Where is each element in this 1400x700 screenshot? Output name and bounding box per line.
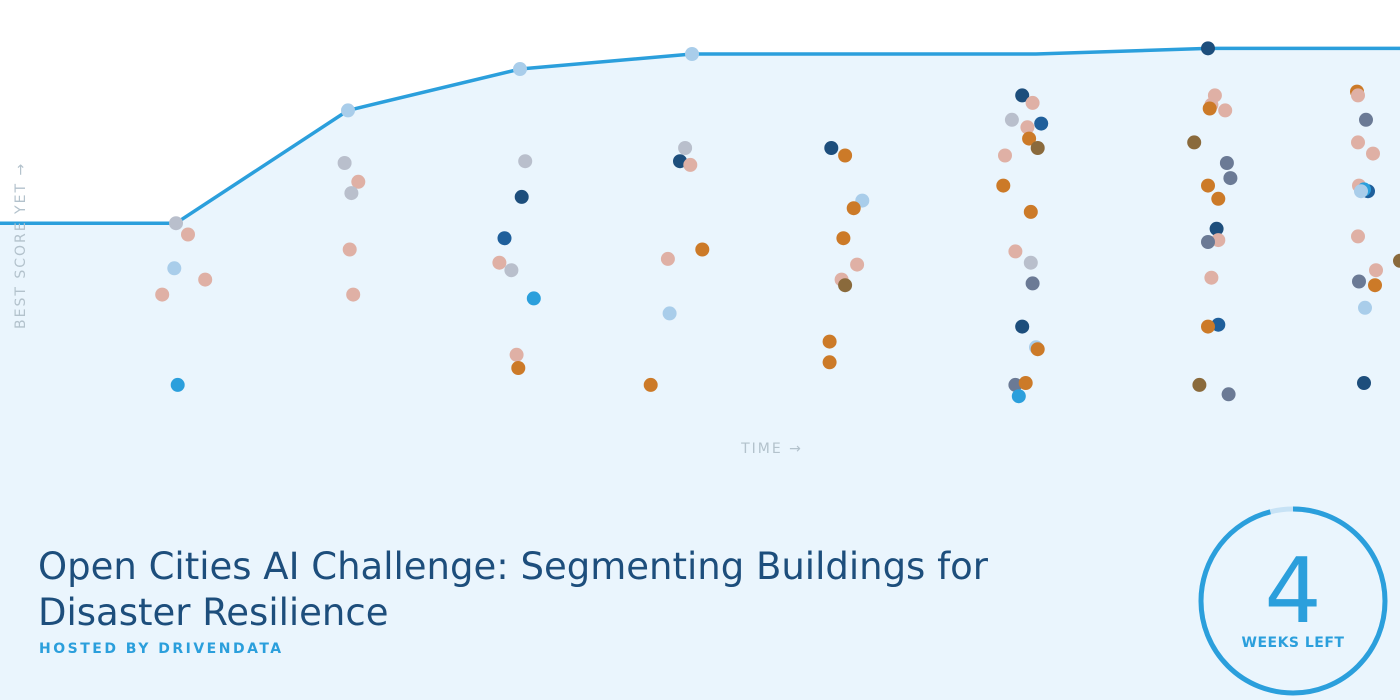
submission-point — [998, 148, 1012, 163]
best-score-markers — [169, 41, 1215, 231]
submission-point — [514, 189, 529, 204]
submission-point — [1015, 88, 1030, 103]
submission-point — [1219, 156, 1234, 170]
submission-point — [1025, 95, 1040, 110]
submission-point — [342, 242, 357, 257]
submission-points — [155, 84, 1400, 404]
submission-point — [351, 174, 366, 189]
submission-point — [1352, 274, 1366, 289]
area-above-line — [0, 0, 1400, 224]
submission-point — [1209, 221, 1224, 236]
submission-point — [1357, 376, 1371, 390]
submission-point — [678, 141, 693, 155]
submission-point — [850, 257, 865, 272]
submission-point — [1201, 178, 1215, 193]
submission-point — [1221, 387, 1236, 402]
submission-point — [1223, 171, 1238, 186]
submission-point — [526, 291, 541, 306]
y-axis-label: BEST SCORE YET → — [13, 162, 29, 329]
submission-point — [1192, 377, 1207, 392]
best-score-marker — [513, 62, 527, 77]
submission-point — [695, 242, 710, 257]
best-score-marker — [169, 216, 183, 231]
challenge-title[interactable]: Open Cities AI Challenge: Segmenting Bui… — [38, 545, 988, 634]
submission-point — [1369, 263, 1383, 278]
best-score-marker — [341, 103, 355, 118]
submission-point — [996, 178, 1011, 193]
submission-point — [643, 377, 658, 392]
submission-point — [511, 361, 526, 375]
submission-point — [1187, 135, 1202, 150]
submission-point — [504, 263, 519, 278]
countdown-number: 4 — [1264, 539, 1322, 644]
submission-point — [1351, 88, 1365, 103]
submission-point — [1034, 116, 1049, 131]
submission-point — [836, 231, 851, 246]
countdown-label: WEEKS LEFT — [1241, 635, 1345, 651]
submission-point — [492, 255, 507, 270]
submission-point — [838, 148, 853, 163]
submission-point — [1201, 319, 1215, 334]
submission-point — [1023, 255, 1038, 270]
submission-point — [170, 377, 185, 392]
submission-point — [167, 261, 182, 276]
submission-point — [683, 157, 698, 172]
submission-point — [1358, 300, 1372, 315]
submission-point — [662, 306, 677, 321]
best-score-marker — [1201, 41, 1215, 56]
best-score-marker — [685, 47, 699, 61]
submission-point — [337, 156, 352, 170]
ring-progress — [1198, 506, 1388, 696]
submission-point — [822, 355, 837, 370]
submission-point — [344, 186, 359, 201]
submission-point — [1015, 319, 1030, 334]
submission-point — [1018, 376, 1033, 390]
submission-point — [822, 334, 837, 349]
host-label[interactable]: HOSTED BY DRIVENDATA — [39, 641, 284, 657]
submission-point — [838, 278, 853, 293]
submission-point — [1351, 229, 1365, 244]
submission-point — [1218, 103, 1233, 118]
countdown-widget: 4 WEEKS LEFT — [1196, 504, 1390, 698]
submission-point — [1204, 270, 1219, 285]
submission-point — [518, 154, 533, 169]
submission-point — [198, 272, 213, 287]
x-axis-label: TIME → — [740, 441, 803, 457]
submission-point — [1393, 253, 1400, 268]
score-chart: TIME → BEST SCORE YET → — [0, 0, 1400, 457]
submission-point — [1023, 204, 1038, 219]
submission-point — [1368, 278, 1382, 293]
submission-point — [497, 231, 512, 246]
submission-point — [1366, 146, 1380, 161]
submission-point — [155, 287, 170, 302]
submission-point — [1022, 131, 1037, 146]
submission-point — [1354, 184, 1368, 199]
submission-point — [346, 287, 361, 302]
submission-point — [1211, 191, 1226, 206]
submission-point — [509, 347, 524, 362]
submission-point — [660, 251, 675, 266]
submission-point — [1020, 120, 1035, 135]
submission-point — [1030, 141, 1045, 155]
submission-point — [846, 201, 861, 216]
submission-point — [1030, 342, 1045, 357]
submission-point — [1011, 389, 1026, 404]
submission-point — [1201, 235, 1215, 249]
submission-point — [1351, 135, 1365, 150]
submission-point — [824, 141, 839, 155]
submission-point — [1359, 112, 1373, 127]
submission-point — [1004, 112, 1019, 127]
submission-point — [181, 227, 195, 242]
submission-point — [1202, 101, 1217, 116]
submission-point — [1008, 244, 1023, 259]
submission-point — [1025, 276, 1040, 291]
countdown-ring — [1198, 506, 1388, 696]
